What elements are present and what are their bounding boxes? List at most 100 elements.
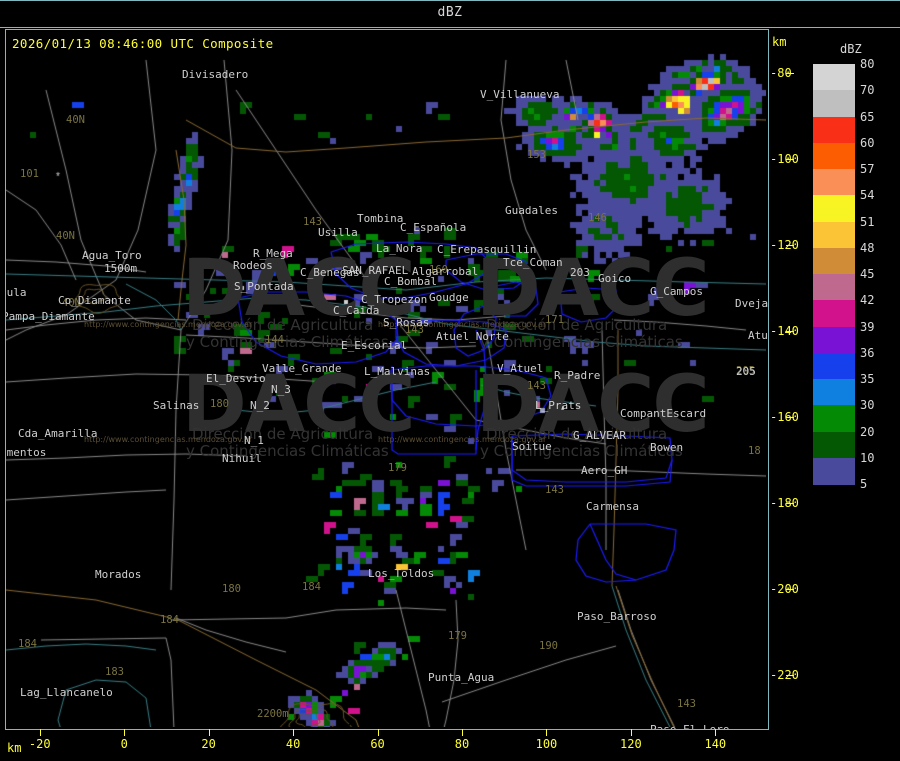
map-place-label: E_Escorial (341, 339, 408, 352)
colorbar-segment (813, 195, 855, 223)
x-axis-tick-mark (293, 729, 295, 736)
x-axis-tick-label: -20 (28, 737, 51, 751)
map-route-label: 184 (302, 581, 321, 593)
y-axis-tick-label: -140 (770, 324, 799, 339)
map-route-label: 18 (748, 445, 761, 457)
colorbar: dBZ 80 70 65 60 57 54 51 48 45 42 39 36 35 30 20 10 5 (808, 42, 898, 512)
colorbar-tick-label: 65 (860, 109, 875, 124)
dacc-watermark: DACC (476, 360, 710, 450)
colorbar-tick-label: 5 (860, 477, 868, 491)
map-place-label: Rodeos (233, 259, 273, 272)
map-place-label: S_Pontada (234, 280, 294, 293)
map-place-label: Paso_El_Loro (650, 723, 730, 730)
y-axis-tick-mark (786, 159, 794, 161)
y-axis-tick-mark (786, 417, 794, 419)
map-place-label: N_1 (244, 434, 264, 447)
map-route-label: 171 (545, 314, 564, 326)
map-place-label: C_Caida (333, 304, 380, 317)
map-place-label: Paso_Barroso (577, 610, 657, 623)
colorbar-tick-label: 45 (860, 267, 875, 281)
colorbar-tick-label: 10 (860, 450, 875, 465)
map-place-label: 205 (736, 365, 756, 378)
map-place-label: La_Nora (376, 242, 423, 255)
colorbar-tick-label: 80 (860, 57, 875, 71)
colorbar-tick-label: 42 (860, 293, 875, 308)
map-place-label: N_2 (250, 399, 270, 412)
map-place-label: Valle_Grande (262, 362, 342, 375)
map-route-label: 160 (429, 264, 448, 276)
x-axis-tick-mark (546, 729, 548, 736)
y-axis-tick-label: -80 (770, 66, 792, 81)
map-place-label: Salinas (153, 399, 200, 412)
x-axis-tick-label: 80 (454, 737, 470, 751)
window-title-bar: dBZ (0, 0, 900, 28)
x-axis-tick-mark (124, 729, 126, 736)
dacc-watermark: y Contingencias Climáticas (186, 333, 389, 351)
colorbar-tick-label: 39 (860, 319, 875, 334)
map-place-label: V_Villanueva (480, 88, 560, 101)
dacc-watermark: http://www.contingencias.mendoza.gov.ar (84, 435, 253, 444)
map-place-label: Lag_Llancanelo (20, 686, 113, 699)
map-place-label: C_Erepasquillin (437, 243, 537, 256)
map-place-label: Morados (95, 568, 142, 581)
map-route-label: 180 (222, 583, 241, 595)
map-route-label: 179 (448, 630, 467, 642)
dacc-watermark: DACC (182, 360, 416, 450)
colorbar-segment (813, 247, 855, 275)
map-place-label: CompantEscard (620, 407, 707, 420)
map-place-label: Tombina (357, 212, 404, 225)
map-place-label: Atuel_Norte (436, 330, 509, 343)
map-place-label: R_Padre (554, 369, 601, 382)
map-place-label: Algarrobal (412, 265, 479, 278)
map-place-label: L_Prats (535, 399, 582, 412)
map-route-label: 40N (62, 297, 81, 309)
map-place-label: Divisadero (182, 68, 249, 81)
window-title: dBZ (437, 5, 463, 20)
y-axis-tick-mark (786, 675, 794, 677)
map-place-label: Punta_Agua (428, 671, 495, 684)
x-axis-tick-mark (630, 729, 632, 736)
map-place-label: Soitue (512, 440, 552, 453)
dacc-watermark: Dirección de Agricultura (486, 425, 668, 443)
map-place-label: V_Atuel (497, 362, 544, 375)
colorbar-tick-label: 57 (860, 162, 875, 176)
dacc-watermark: DACC (476, 244, 710, 334)
map-place-label: C_Tropezon (361, 293, 428, 306)
x-axis-tick-mark (208, 729, 210, 736)
x-axis-tick-mark (462, 729, 463, 736)
map-route-label: 180 (210, 398, 229, 410)
x-axis-tick-label: 20 (201, 737, 216, 751)
dacc-watermark: http://www.contingencias.mendoza.gov.ar (84, 320, 253, 329)
map-place-label: Goico (598, 272, 632, 285)
map-route-label: 205 (736, 365, 755, 377)
map-place-label: Agua_Toro (82, 249, 142, 262)
map-route-label: 143 (545, 484, 564, 496)
colorbar-gradient (813, 64, 855, 485)
map-place-label: 1500m (104, 262, 138, 275)
map-route-label: 143 (303, 216, 322, 228)
colorbar-segment (813, 142, 855, 170)
map-route-label: 179 (388, 462, 407, 474)
map-place-label: Usilla (318, 226, 358, 239)
colorbar-segment (813, 457, 855, 485)
map-place-label: 203 (570, 266, 590, 279)
y-axis-tick-label: -220 (770, 668, 799, 683)
map-route-label: 101 (20, 168, 39, 180)
radar-plot-area[interactable]: DACC DACC DACC DACC Dirección de Agricultura… (5, 29, 769, 730)
y-axis-tick-mark (786, 503, 794, 505)
dacc-watermark: http://www.contingencias.mendoza.gov.ar (378, 435, 547, 444)
map-place-label: Nihuil (222, 452, 262, 465)
dacc-watermark: y Contingencias Climáticas (480, 333, 683, 351)
y-axis-tick-label: -200 (770, 582, 799, 597)
dacc-watermark: Dirección de Agricultura (192, 425, 374, 443)
y-axis-tick-mark (786, 73, 794, 75)
colorbar-tick-label: 51 (860, 214, 875, 229)
colorbar-tick-label: 48 (860, 240, 875, 255)
radar-reflectivity-canvas[interactable] (6, 30, 766, 727)
colorbar-segment (813, 64, 855, 91)
map-place-label: Bowen (650, 441, 684, 454)
map-place-label: Co_Diamante (58, 294, 131, 307)
x-axis-unit-label: km (7, 741, 22, 755)
map-route-label: 183 (105, 666, 124, 678)
map-place-label: N_3 (271, 383, 291, 396)
